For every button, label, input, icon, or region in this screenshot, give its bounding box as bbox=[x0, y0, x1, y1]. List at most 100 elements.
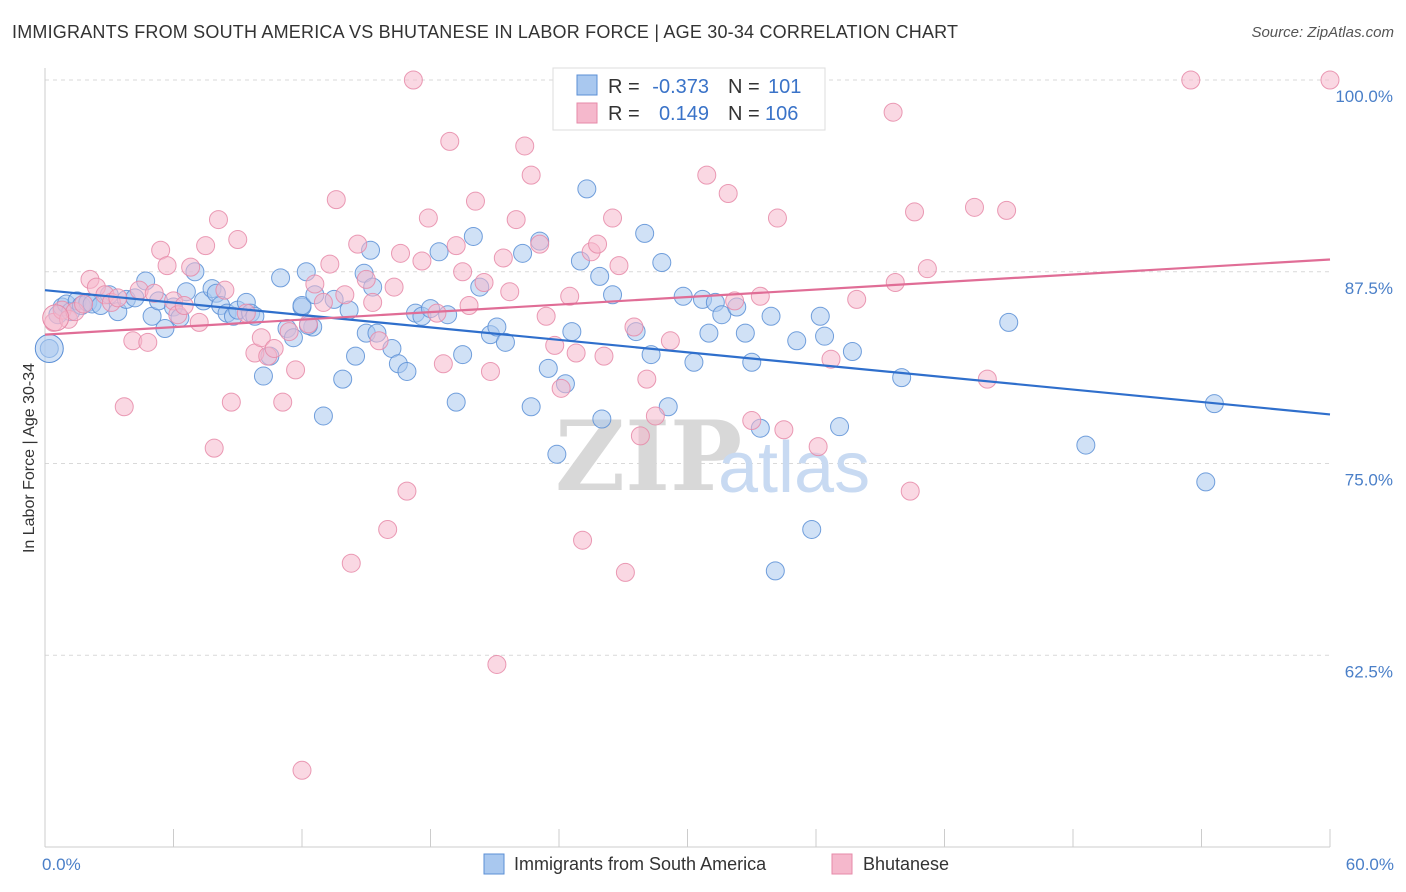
stats-r-label-pink: R = bbox=[608, 103, 640, 125]
point-immigrants-59 bbox=[429, 242, 449, 262]
point-immigrants-45 bbox=[333, 369, 353, 389]
y-tick-label-1: 87.5% bbox=[1345, 279, 1393, 298]
point-bhutanese-38 bbox=[305, 274, 325, 294]
trend-lines bbox=[44, 258, 1331, 416]
point-bhutanese-22 bbox=[196, 236, 216, 256]
point-bhutanese-82 bbox=[615, 562, 635, 582]
point-bhutanese-46 bbox=[363, 292, 383, 312]
point-bhutanese-78 bbox=[588, 234, 608, 254]
point-bhutanese-58 bbox=[446, 236, 466, 256]
point-immigrants-cluster bbox=[34, 333, 64, 363]
point-immigrants-98 bbox=[787, 331, 807, 351]
point-bhutanese-62 bbox=[474, 272, 494, 292]
point-bhutanese-67 bbox=[506, 210, 526, 230]
point-bhutanese-61 bbox=[465, 191, 485, 211]
point-bhutanese-52 bbox=[403, 70, 423, 90]
point-bhutanese-91 bbox=[725, 291, 745, 311]
y-tick-label-0: 100.0% bbox=[1335, 87, 1393, 106]
point-bhutanese-102 bbox=[905, 202, 925, 222]
point-bhutanese-65 bbox=[493, 248, 513, 268]
y-axis-title: In Labor Force | Age 30-34 bbox=[21, 363, 38, 553]
point-bhutanese-94 bbox=[767, 208, 787, 228]
point-bhutanese-79 bbox=[594, 346, 614, 366]
stats-box: R = -0.373 N = 101 R = 0.149 N = 106 bbox=[552, 67, 826, 131]
chart-title: IMMIGRANTS FROM SOUTH AMERICA VS BHUTANE… bbox=[12, 22, 959, 42]
point-immigrants-102 bbox=[830, 417, 850, 437]
point-bhutanese-53 bbox=[412, 251, 432, 271]
stats-n-value-pink: 106 bbox=[765, 103, 798, 125]
point-bhutanese-50 bbox=[391, 243, 411, 263]
legend: Immigrants from South America Bhutanese bbox=[483, 853, 949, 875]
axes bbox=[44, 68, 1331, 848]
point-bhutanese-81 bbox=[609, 256, 629, 276]
point-immigrants-61 bbox=[446, 392, 466, 412]
point-immigrants-100 bbox=[810, 306, 830, 326]
y-tick-label-2: 75.0% bbox=[1345, 471, 1393, 490]
stats-r-value-blue: -0.373 bbox=[652, 76, 709, 98]
y-tick-label-3: 62.5% bbox=[1345, 662, 1393, 681]
stats-swatch-blue bbox=[576, 74, 598, 96]
stats-r-value-pink: 0.149 bbox=[659, 103, 709, 125]
point-bhutanese-103 bbox=[917, 259, 937, 279]
stats-n-label-blue: N = bbox=[728, 76, 760, 98]
point-bhutanese-63 bbox=[480, 361, 500, 381]
legend-label-bhutanese: Bhutanese bbox=[863, 854, 949, 874]
point-immigrants-63 bbox=[463, 226, 483, 246]
point-immigrants-85 bbox=[658, 397, 678, 417]
point-bhutanese-21 bbox=[189, 312, 209, 332]
point-bhutanese-40 bbox=[320, 254, 340, 274]
point-bhutanese-19 bbox=[174, 295, 194, 315]
point-bhutanese-43 bbox=[341, 553, 361, 573]
stats-r-label-blue: R = bbox=[608, 76, 640, 98]
point-bhutanese-14 bbox=[144, 283, 164, 303]
point-bhutanese-27 bbox=[228, 230, 248, 250]
point-bhutanese-64 bbox=[487, 654, 507, 674]
trend-line-bhutanese bbox=[44, 258, 1331, 336]
point-immigrants-103 bbox=[842, 342, 862, 362]
point-bhutanese-69 bbox=[521, 165, 541, 185]
x-tick-label-max: 60.0% bbox=[1346, 855, 1394, 874]
point-immigrants-107 bbox=[1196, 472, 1216, 492]
point-immigrants-71 bbox=[538, 358, 558, 378]
point-bhutanese-47 bbox=[369, 331, 389, 351]
point-bhutanese-28 bbox=[236, 303, 256, 323]
point-bhutanese-59 bbox=[453, 262, 473, 282]
stats-swatch-pink bbox=[576, 102, 598, 124]
point-bhutanese-68 bbox=[515, 136, 535, 156]
point-immigrants-55 bbox=[397, 361, 417, 381]
point-bhutanese-76 bbox=[573, 530, 593, 550]
point-bhutanese-108 bbox=[1320, 70, 1340, 90]
point-bhutanese-37 bbox=[298, 314, 318, 334]
point-immigrants-77 bbox=[590, 266, 610, 286]
stats-n-label-pink: N = bbox=[728, 103, 760, 125]
point-bhutanese-87 bbox=[660, 331, 680, 351]
point-immigrants-87 bbox=[684, 352, 704, 372]
point-bhutanese-104 bbox=[964, 197, 984, 217]
point-bhutanese-34 bbox=[279, 322, 299, 342]
point-bhutanese-86 bbox=[645, 406, 665, 426]
point-bhutanese-73 bbox=[551, 378, 571, 398]
point-immigrants-47 bbox=[346, 346, 366, 366]
legend-label-immigrants: Immigrants from South America bbox=[514, 854, 767, 874]
stats-box-frame bbox=[552, 67, 826, 131]
point-immigrants-91 bbox=[712, 305, 732, 325]
point-immigrants-105 bbox=[999, 312, 1019, 332]
point-bhutanese-96 bbox=[808, 437, 828, 457]
point-immigrants-101 bbox=[815, 326, 835, 346]
point-bhutanese-13 bbox=[138, 332, 158, 352]
point-bhutanese-97 bbox=[821, 349, 841, 369]
point-bhutanese-32 bbox=[264, 338, 284, 358]
point-bhutanese-39 bbox=[313, 292, 333, 312]
point-bhutanese-80 bbox=[603, 208, 623, 228]
point-immigrants-43 bbox=[313, 406, 333, 426]
point-bhutanese-89 bbox=[697, 165, 717, 185]
point-immigrants-94 bbox=[742, 352, 762, 372]
point-bhutanese-54 bbox=[418, 208, 438, 228]
point-immigrants-74 bbox=[562, 322, 582, 342]
point-immigrants-89 bbox=[699, 323, 719, 343]
watermark-atlas: atlas bbox=[718, 428, 870, 508]
point-bhutanese-106 bbox=[997, 200, 1017, 220]
point-bhutanese-23 bbox=[204, 438, 224, 458]
point-bhutanese-70 bbox=[530, 234, 550, 254]
